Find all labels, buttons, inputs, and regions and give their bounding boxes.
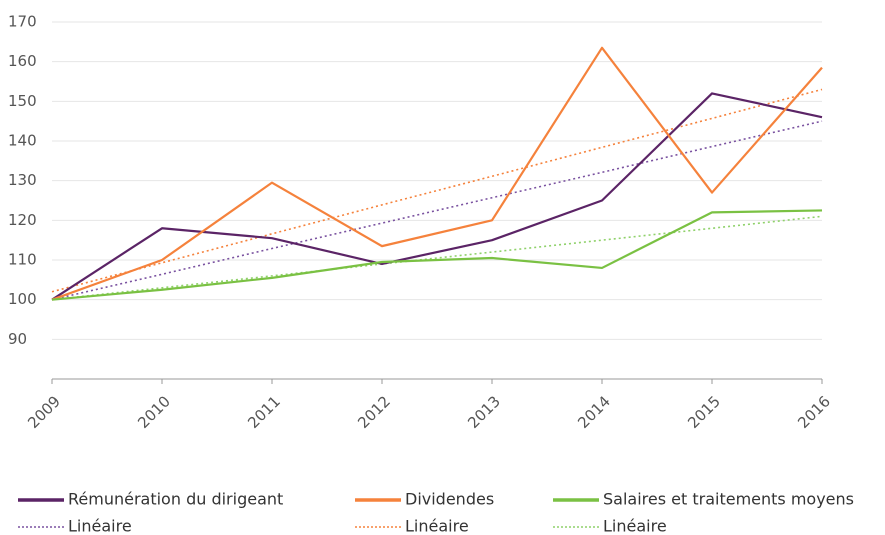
trend-line — [51, 215, 823, 301]
y-tick-label: 140 — [8, 132, 37, 150]
y-tick-label: 120 — [8, 211, 37, 229]
series-line — [51, 209, 823, 301]
y-tick-label: 90 — [8, 330, 27, 348]
legend-label: Linéaire — [68, 517, 132, 535]
legend-label: Linéaire — [405, 517, 469, 535]
legend-label: Linéaire — [603, 517, 667, 535]
y-tick-label: 100 — [8, 290, 37, 308]
legend-label: Dividendes — [405, 490, 494, 509]
trend-line — [51, 88, 823, 293]
series-line — [51, 46, 823, 301]
x-tick-label: 2013 — [464, 392, 504, 432]
y-tick-label: 150 — [8, 92, 37, 110]
legend-label: Salaires et traitements moyens — [603, 490, 854, 509]
legend-label: Rémunération du dirigeant — [68, 490, 283, 509]
x-tick-label: 2016 — [794, 392, 834, 432]
y-tick-label: 160 — [8, 52, 37, 70]
series-line — [51, 92, 823, 301]
x-tick-label: 2012 — [354, 392, 394, 432]
y-tick-label: 110 — [8, 251, 37, 269]
trend-line — [51, 120, 823, 301]
x-tick-label: 2009 — [24, 392, 64, 432]
y-tick-label: 130 — [8, 171, 37, 189]
x-tick-label: 2015 — [684, 392, 724, 432]
x-tick-label: 2011 — [244, 392, 284, 432]
x-tick-label: 2014 — [574, 392, 614, 432]
y-tick-label: 170 — [8, 13, 37, 31]
x-tick-label: 2010 — [134, 392, 174, 432]
